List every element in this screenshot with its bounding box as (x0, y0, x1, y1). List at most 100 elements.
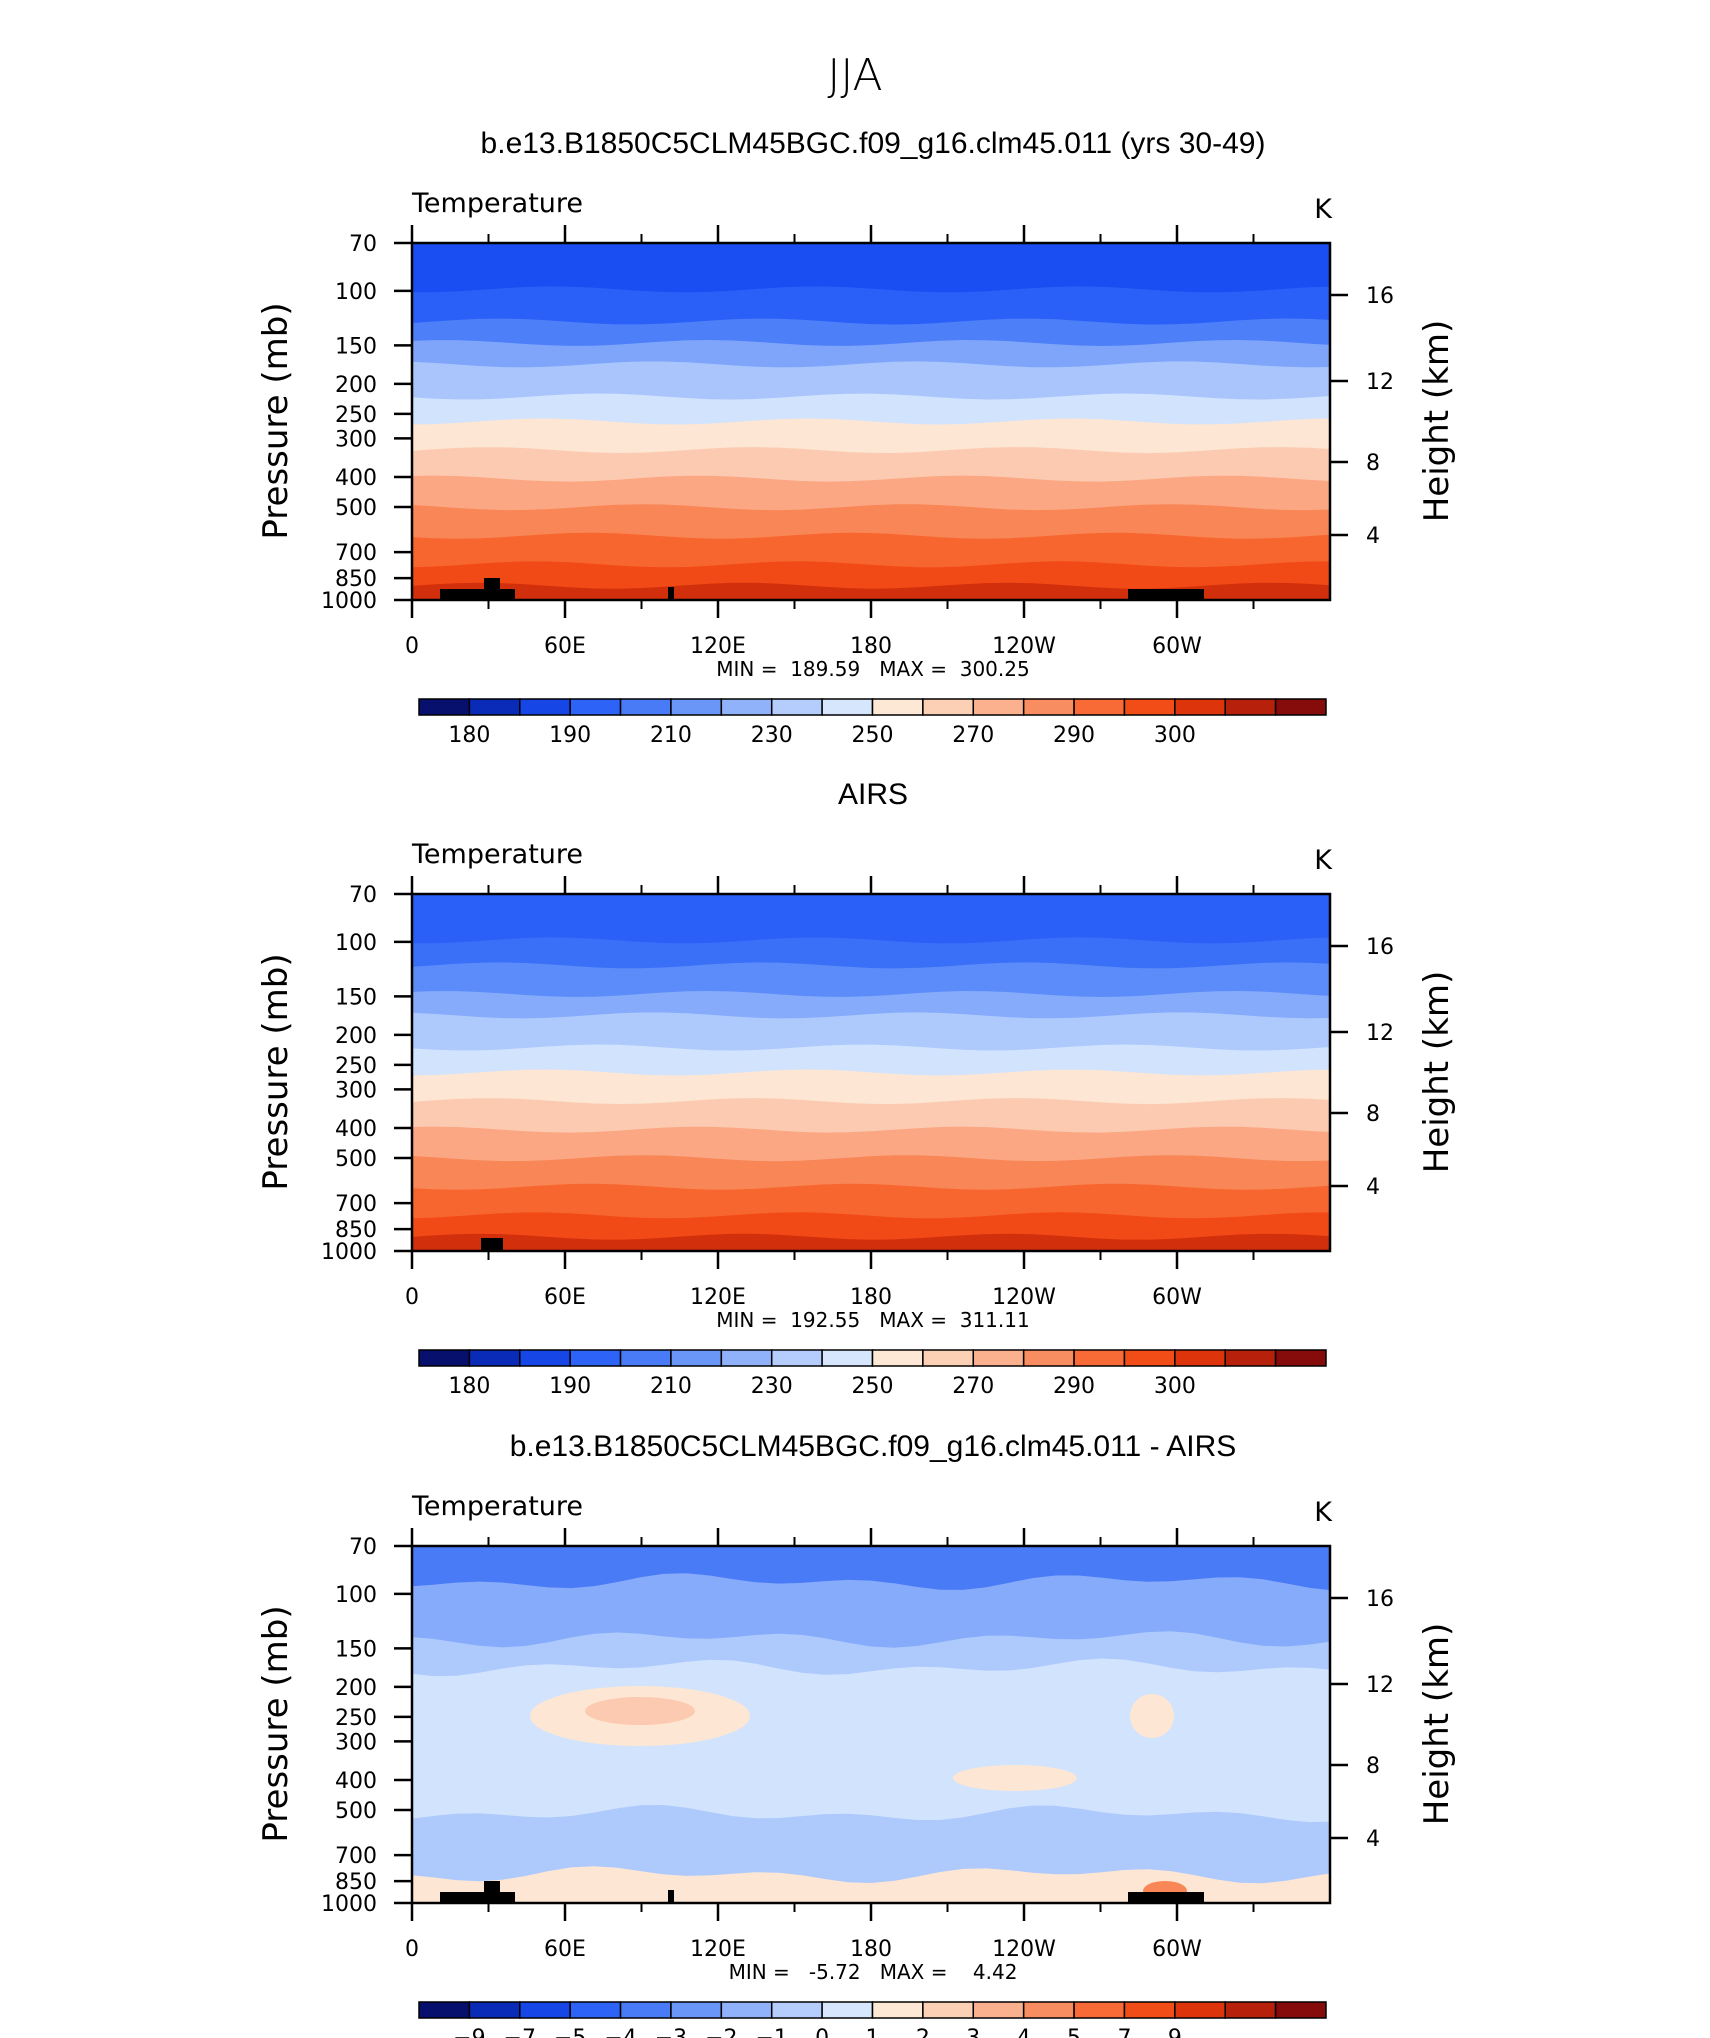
y-tick-label: 700 (335, 541, 377, 566)
x-tick-label: 0 (405, 1937, 419, 1962)
y-tick-label: 850 (335, 1218, 377, 1243)
panel-title: AIRS (838, 778, 908, 811)
panel-airs: AIRS Temperature K 0 60E 120E 180 120W 60W 70 100 1… (256, 778, 1457, 1399)
colorbar-box (972, 1349, 1025, 1367)
y-tick-label: 300 (335, 1078, 377, 1103)
terrain-block (668, 587, 674, 600)
colorbar-label: 210 (650, 723, 692, 748)
y-right-tick-label: 16 (1366, 1587, 1394, 1612)
colorbar-label: 5 (1067, 2026, 1081, 2038)
terrain-block (1128, 1892, 1204, 1903)
colorbar-box (1224, 1349, 1277, 1367)
colorbar-box (1274, 2001, 1327, 2019)
colorbar-label: 4 (1017, 2026, 1031, 2038)
colorbar-box (1123, 698, 1176, 716)
y-tick-label: 500 (335, 1799, 377, 1824)
y-tick-label: 1000 (321, 589, 377, 614)
colorbar: 180 190 210 230 250 270 290 300 (418, 698, 1327, 748)
colorbar-label: 270 (952, 723, 994, 748)
colorbar-box (519, 2001, 571, 2019)
y-right-tick-label: 8 (1366, 1754, 1380, 1779)
y-tick-label: 70 (349, 883, 377, 908)
colorbar-box (619, 1349, 672, 1367)
y-tick-label: 250 (335, 403, 377, 428)
colorbar-box (821, 698, 874, 716)
colorbar-box (670, 1349, 723, 1367)
y-tick-label: 100 (335, 931, 377, 956)
x-tick-label: 180 (850, 1285, 892, 1310)
colorbar-box (1224, 2001, 1277, 2019)
y-right-tick-label: 4 (1366, 1175, 1380, 1200)
y-right-tick-label: 12 (1366, 1021, 1394, 1046)
colorbar-box (1174, 698, 1226, 716)
colorbar-box (569, 698, 622, 716)
terrain-block (484, 578, 500, 590)
y-tick-label: 70 (349, 232, 377, 257)
colorbar-label: 180 (448, 1374, 490, 1399)
colorbar-label: 190 (549, 723, 591, 748)
colorbar-box (1174, 2001, 1226, 2019)
colorbar-box (670, 698, 723, 716)
colorbar-box (1274, 698, 1327, 716)
y-right-tick-label: 12 (1366, 370, 1394, 395)
panel-difference: b.e13.B1850C5CLM45BGC.f09_g16.clm45.011 … (256, 1430, 1457, 2038)
y-tick-label: 150 (335, 985, 377, 1010)
colorbar-box (1123, 1349, 1176, 1367)
colorbar-box (720, 2001, 773, 2019)
colorbar-label: 0 (815, 2026, 829, 2038)
colorbar-label: 230 (751, 723, 793, 748)
colorbar-box (922, 2001, 975, 2019)
colorbar-label: 270 (952, 1374, 994, 1399)
colorbar: 180 190 210 230 250 270 290 300 (418, 1349, 1327, 1399)
colorbar-box (1022, 698, 1075, 716)
y-right-axis-title: Height (km) (1417, 971, 1457, 1174)
x-tick-label: 120W (992, 634, 1056, 659)
y-right-tick-label: 4 (1366, 1827, 1380, 1852)
y-tick-label: 100 (335, 280, 377, 305)
right-string: K (1314, 845, 1333, 876)
y-tick-label: 250 (335, 1706, 377, 1731)
colorbar-box (770, 2001, 823, 2019)
colorbar-label: −1 (756, 2026, 788, 2038)
colorbar: −9 −7 −5 −4 −3 −2 −1 0 1 2 3 4 5 7 9 (418, 2001, 1327, 2038)
y-axis-title: Pressure (mb) (256, 1605, 296, 1842)
terrain-block (484, 1881, 500, 1893)
colorbar-label: −4 (604, 2026, 636, 2038)
y-tick-label: 400 (335, 1117, 377, 1142)
warm-anomaly (953, 1765, 1077, 1791)
colorbar-box (1022, 2001, 1075, 2019)
x-tick-label: 60W (1152, 1285, 1202, 1310)
colorbar-box (972, 698, 1025, 716)
colorbar-box (821, 1349, 874, 1367)
x-tick-label: 60W (1152, 634, 1202, 659)
colorbar-label: 250 (852, 723, 894, 748)
colorbar-box (619, 2001, 672, 2019)
colorbar-box (1022, 1349, 1075, 1367)
x-tick-label: 60W (1152, 1937, 1202, 1962)
min-max-readout: MIN = 192.55 MAX = 311.11 (716, 1308, 1029, 1332)
colorbar-label: 210 (650, 1374, 692, 1399)
y-tick-label: 500 (335, 1147, 377, 1172)
colorbar-box (468, 1349, 521, 1367)
y-right-axis-title: Height (km) (1417, 320, 1457, 523)
colorbar-box (1123, 2001, 1176, 2019)
colorbar-label: −3 (655, 2026, 687, 2038)
y-right-tick-label: 8 (1366, 451, 1380, 476)
colorbar-label: 290 (1053, 723, 1095, 748)
colorbar-box (922, 698, 975, 716)
left-string: Temperature (411, 188, 583, 219)
y-tick-label: 1000 (321, 1240, 377, 1265)
colorbar-label: 230 (751, 1374, 793, 1399)
left-string: Temperature (411, 839, 583, 870)
colorbar-box (418, 698, 471, 716)
colorbar-box (519, 698, 571, 716)
y-right-tick-label: 4 (1366, 524, 1380, 549)
colorbar-box (922, 1349, 975, 1367)
colorbar-box (770, 698, 823, 716)
panel-title: b.e13.B1850C5CLM45BGC.f09_g16.clm45.011 … (481, 127, 1266, 160)
colorbar-label: −2 (705, 2026, 737, 2038)
colorbar-box (418, 2001, 471, 2019)
y-tick-label: 400 (335, 466, 377, 491)
contour-band (412, 1233, 1330, 1251)
